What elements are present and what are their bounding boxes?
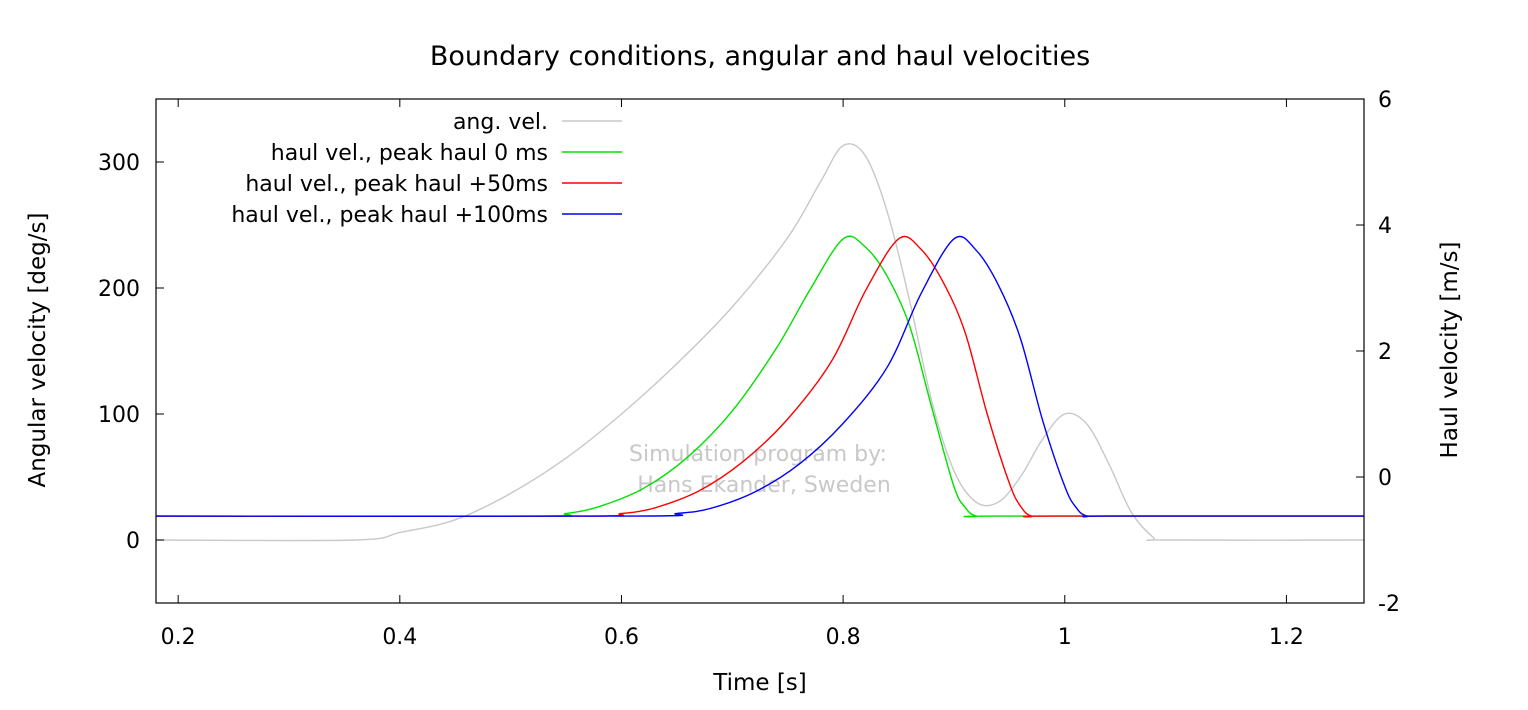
y2-tick-label: 4 [1378, 214, 1392, 239]
axes: 0.2 0.4 0.6 0.8 1 1.2 0 100 200 300 -2 0 2 4 6 [98, 88, 1400, 650]
y-axis-label: Angular velocity [deg/s] [25, 213, 51, 488]
watermark: Simulation program by: Hans Ekander, Swe… [629, 442, 891, 498]
x-axis-label: Time [s] [712, 670, 807, 696]
legend-label: ang. vel. [453, 110, 548, 135]
legend-label: haul vel., peak haul +50ms [245, 172, 548, 197]
legend-label: haul vel., peak haul 0 ms [271, 141, 548, 166]
y2-axis-label: Haul velocity [m/s] [1437, 242, 1463, 459]
watermark-line-2: Hans Ekander, Sweden [637, 473, 891, 498]
x-tick-label: 0.4 [382, 625, 417, 650]
chart-title: Boundary conditions, angular and haul ve… [430, 41, 1090, 72]
x-tick-label: 1 [1058, 625, 1072, 650]
y2-tick-label: -2 [1378, 592, 1400, 617]
x-tick-label: 0.6 [604, 625, 639, 650]
series-line-haul-vel-peak-haul-50ms [155, 235, 1364, 518]
y-tick-label: 300 [98, 151, 140, 176]
series-line-haul-vel-peak-haul-0-ms [155, 235, 1364, 518]
x-tick-label: 0.2 [161, 625, 196, 650]
y-tick-label: 200 [98, 277, 140, 302]
y-tick-label: 0 [126, 529, 140, 554]
series-line-ang-vel [155, 143, 1365, 542]
legend: ang. vel. haul vel., peak haul 0 ms haul v… [231, 110, 622, 228]
y2-tick-label: 6 [1378, 88, 1392, 113]
legend-label: haul vel., peak haul +100ms [231, 203, 548, 228]
x-tick-label: 0.8 [826, 625, 861, 650]
x-tick-label: 1.2 [1269, 625, 1304, 650]
watermark-line-1: Simulation program by: [629, 442, 887, 467]
y-tick-label: 100 [98, 403, 140, 428]
y2-tick-label: 0 [1378, 466, 1392, 491]
plot-area [155, 143, 1365, 542]
y2-tick-label: 2 [1378, 340, 1392, 365]
series-line-haul-vel-peak-haul-100ms [155, 235, 1364, 518]
